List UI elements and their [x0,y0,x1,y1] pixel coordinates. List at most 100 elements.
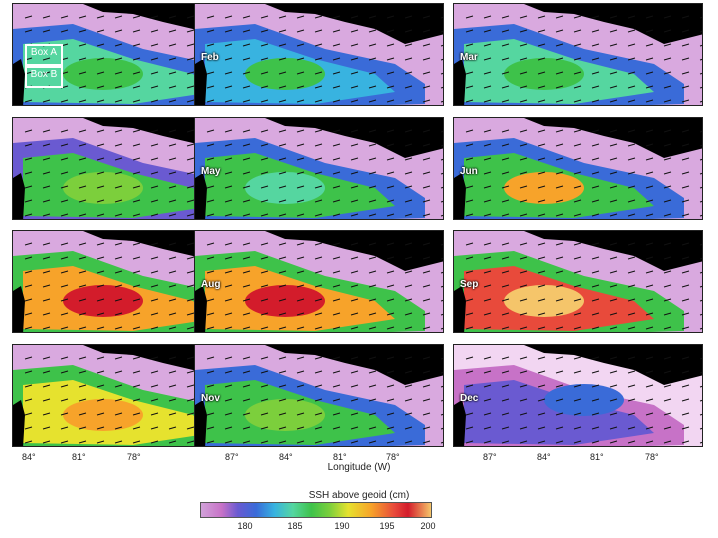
current-vector [206,143,215,147]
current-vector [42,185,51,189]
current-vector [537,370,546,374]
current-vector [60,326,69,330]
land-mass [265,345,443,385]
current-vector [60,270,69,274]
current-vector [555,256,564,260]
current-vector [368,199,377,203]
current-vector [501,242,510,246]
current-vector [60,426,69,430]
current-vector [609,356,618,360]
current-vector [332,143,341,147]
current-vector [627,356,636,360]
current-vector [465,213,474,217]
current-vector [663,71,672,75]
current-vector [314,43,323,47]
current-vector [350,157,359,161]
current-vector [60,129,69,133]
current-vector [663,57,672,61]
current-vector [681,270,690,274]
current-vector [609,398,618,402]
current-vector [186,426,195,430]
current-vector [627,242,636,246]
current-vector [96,256,105,260]
current-vector [96,143,105,147]
current-vector [350,242,359,246]
land-mass [195,59,207,105]
current-vector [132,426,141,430]
current-vector [573,85,582,89]
current-vector [114,29,123,33]
current-vector [681,199,690,203]
current-vector [537,284,546,288]
current-vector [314,426,323,430]
current-vector [483,284,492,288]
current-vector [555,85,564,89]
current-vector [368,29,377,33]
current-vector [537,43,546,47]
current-vector [296,15,305,19]
current-vector [609,143,618,147]
current-vector [386,356,395,360]
current-vector [627,398,636,402]
current-vector [78,398,87,402]
current-vector [150,15,159,19]
current-vector [132,356,141,360]
current-vector [368,143,377,147]
current-vector [422,440,431,444]
current-vector [186,312,195,316]
current-vector [60,99,69,103]
current-vector [465,356,474,360]
current-vector [422,143,431,147]
current-vector [422,426,431,430]
current-vector [332,71,341,75]
current-vector [386,242,395,246]
current-vector [206,29,215,33]
longitude-tick: 78° [645,452,659,462]
current-vector [332,256,341,260]
current-vector [501,440,510,444]
current-vector [78,43,87,47]
current-vector [663,171,672,175]
land-mass [13,400,25,446]
current-vector [519,356,528,360]
current-vector [386,412,395,416]
current-vector [627,85,636,89]
current-vector [24,199,33,203]
longitude-tick: 78° [386,452,400,462]
current-vector [483,242,492,246]
current-vector [260,326,269,330]
current-vector [42,171,51,175]
current-vector [296,57,305,61]
current-vector [278,71,287,75]
current-vector [78,412,87,416]
current-vector [681,99,690,103]
current-vector [483,185,492,189]
current-vector [314,284,323,288]
current-vector [350,43,359,47]
current-vector [350,57,359,61]
current-vector [260,270,269,274]
current-vector [278,43,287,47]
current-vector [404,398,413,402]
current-vector [422,43,431,47]
current-vector [96,185,105,189]
current-vector [24,284,33,288]
current-vector [422,384,431,388]
current-vector [537,426,546,430]
current-vector [224,71,233,75]
current-vector [242,57,251,61]
current-vector [699,299,702,302]
current-vector [699,214,702,217]
current-vector [519,99,528,103]
current-vector [591,213,600,217]
current-vector [465,326,474,330]
current-vector [663,398,672,402]
current-vector [422,213,431,217]
current-vector [699,399,702,402]
current-vector [465,15,474,19]
current-vector [573,43,582,47]
current-vector [645,199,654,203]
current-vector [681,312,690,316]
current-vector [296,43,305,47]
current-vector [519,284,528,288]
